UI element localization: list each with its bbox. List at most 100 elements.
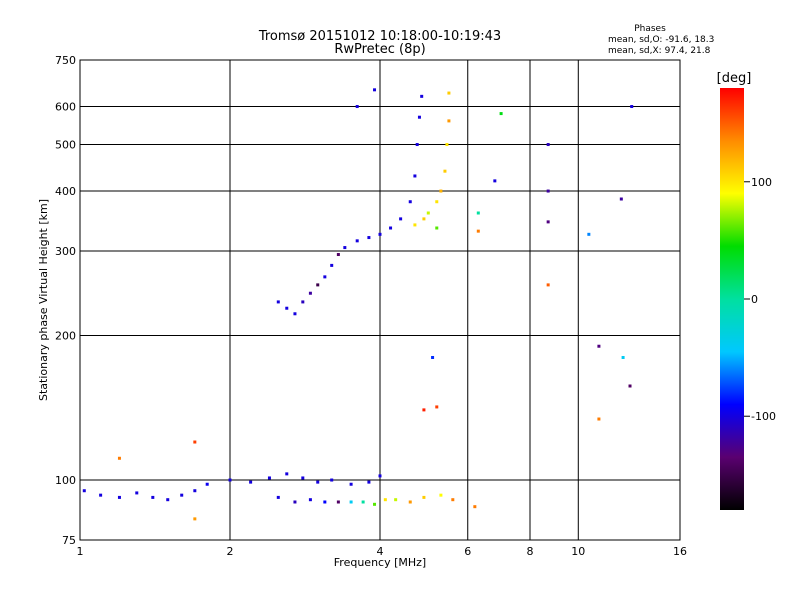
data-point	[422, 495, 426, 499]
x-tick-label: 1	[77, 545, 84, 558]
data-point	[383, 498, 387, 502]
y-tick-label: 75	[62, 534, 76, 547]
y-tick-label: 100	[55, 474, 76, 487]
data-point	[361, 500, 365, 504]
data-point	[301, 476, 305, 480]
data-point	[408, 500, 412, 504]
data-point	[493, 179, 497, 183]
data-point	[249, 480, 253, 484]
data-point	[343, 246, 347, 250]
data-point	[619, 197, 623, 201]
x-axis-label: Frequency [MHz]	[334, 556, 426, 569]
data-point	[546, 220, 550, 224]
data-point	[151, 495, 155, 499]
data-point	[193, 489, 197, 493]
data-point	[630, 105, 634, 109]
data-point	[431, 355, 435, 359]
y-tick-label: 600	[55, 101, 76, 114]
phase-stats-o: mean, sd,O: -91.6, 18.3	[608, 35, 714, 45]
x-tick-label: 6	[464, 545, 471, 558]
data-point	[205, 482, 209, 486]
colorbar-tick-label: 100	[751, 176, 772, 189]
colorbar-tick-label: -100	[751, 410, 776, 423]
data-point	[447, 119, 451, 123]
data-point	[193, 517, 197, 521]
data-point	[476, 211, 480, 215]
data-point	[330, 263, 334, 267]
data-point	[435, 200, 439, 204]
data-point	[628, 384, 632, 388]
data-point	[308, 498, 312, 502]
chart-title: Tromsø 20151012 10:18:00-10:19:43	[258, 29, 501, 44]
data-point	[316, 480, 320, 484]
data-point	[367, 236, 371, 240]
data-point	[293, 500, 297, 504]
data-point	[546, 143, 550, 147]
colorbar-ticks: 100 0 -100	[744, 176, 776, 423]
data-point	[422, 408, 426, 412]
y-tick-label: 400	[55, 185, 76, 198]
data-point	[394, 498, 398, 502]
y-tick-label: 200	[55, 330, 76, 343]
x-tick-label: 8	[527, 545, 534, 558]
data-point	[308, 291, 312, 295]
data-point	[323, 275, 327, 279]
x-tick-label: 2	[227, 545, 234, 558]
data-point	[426, 211, 430, 215]
data-point	[367, 480, 371, 484]
data-point	[399, 217, 403, 221]
data-point	[415, 143, 419, 147]
y-tick-label: 500	[55, 139, 76, 152]
data-point	[417, 115, 421, 119]
data-point	[285, 472, 289, 476]
y-tick-label: 300	[55, 245, 76, 258]
grid-lines	[80, 60, 680, 540]
data-point	[336, 500, 340, 504]
data-point	[373, 502, 377, 506]
data-point	[301, 300, 305, 304]
data-point	[621, 355, 625, 359]
data-point	[228, 478, 232, 482]
data-point	[267, 476, 271, 480]
data-point	[476, 229, 480, 233]
data-point	[180, 493, 184, 497]
data-point	[473, 505, 477, 509]
y-tick-label: 750	[55, 54, 76, 67]
data-point	[408, 200, 412, 204]
data-point	[587, 232, 591, 236]
data-point	[597, 344, 601, 348]
data-point	[349, 482, 353, 486]
data-point	[117, 456, 121, 460]
colorbar	[720, 88, 744, 510]
data-point	[193, 440, 197, 444]
data-point	[276, 495, 280, 499]
phase-stats-heading: Phases	[634, 24, 666, 34]
x-tick-label: 4	[377, 545, 384, 558]
data-point	[276, 300, 280, 304]
data-point	[422, 217, 426, 221]
data-point	[439, 189, 443, 193]
data-point	[597, 417, 601, 421]
data-point	[349, 500, 353, 504]
data-point	[316, 283, 320, 287]
colorbar-label: [deg]	[717, 71, 752, 86]
plot-frame	[79, 59, 681, 541]
data-point	[451, 498, 455, 502]
data-point	[445, 143, 449, 147]
data-point	[546, 189, 550, 193]
data-point	[373, 88, 377, 92]
data-point	[82, 489, 86, 493]
chart-subtitle: RwPretec (8p)	[334, 42, 425, 57]
data-point	[355, 239, 359, 243]
data-point	[355, 105, 359, 109]
x-axis-ticks: 1 2 4 6 8 10 16	[77, 545, 688, 558]
data-point	[413, 223, 417, 227]
data-point	[117, 495, 121, 499]
y-axis-label: Stationary phase Virtual Height [km]	[37, 199, 50, 401]
data-point	[336, 253, 340, 257]
data-point	[323, 500, 327, 504]
data-point	[135, 491, 139, 495]
data-point	[330, 478, 334, 482]
y-axis-ticks: 75 100 200 300 400 500 600 750	[55, 54, 76, 547]
